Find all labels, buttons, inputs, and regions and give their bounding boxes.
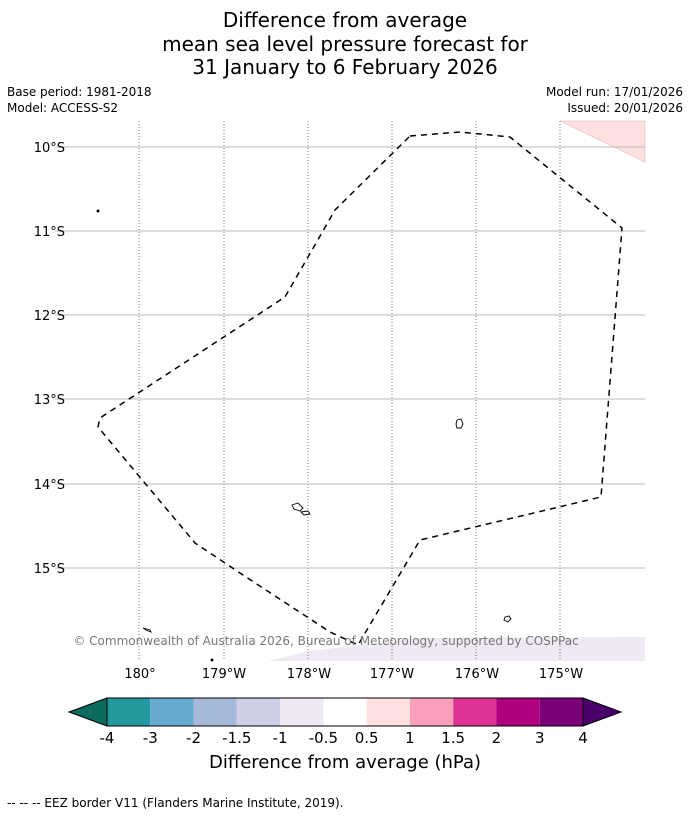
lon-label-180: 180°: [124, 667, 155, 682]
colorbar-label: Difference from average (hPa): [208, 752, 482, 773]
colorbar-extend-low: [67, 697, 108, 727]
colorbar-tick-label: 4: [578, 729, 588, 747]
colorbar-segment: [366, 698, 410, 726]
copyright-notice: © Commonwealth of Australia 2026, Bureau…: [73, 634, 578, 648]
colorbar-segment: [280, 698, 324, 726]
base-period: Base period: 1981-2018: [7, 85, 152, 99]
lon-label-178w: 178°W: [287, 667, 331, 682]
colorbar-segment: [323, 698, 367, 726]
colorbar-tick-label: -1: [273, 729, 288, 747]
lon-label-175w: 175°W: [539, 667, 583, 682]
colorbar-segment: [453, 698, 497, 726]
colorbar-tick-label: -0.5: [309, 729, 338, 747]
negative-anomaly-shading: [268, 637, 645, 661]
colorbar-segment: [409, 698, 454, 726]
eez-border: [97, 131, 623, 646]
eez-legend: -- -- -- EEZ border V11 (Flanders Marine…: [7, 796, 344, 810]
island-west-a: [291, 502, 304, 512]
colorbar-segment: [150, 698, 194, 726]
colorbar-outline: [106, 697, 584, 727]
colorbar: -4 -3 -2 -1.5 -1 -0.5 0.5 1 1.5 2 3 4: [67, 697, 623, 747]
model-name: Model: ACCESS-S2: [7, 101, 119, 115]
island-south: [503, 615, 512, 623]
lon-label-177w: 177°W: [370, 667, 414, 682]
lon-label-179w: 179°W: [202, 667, 246, 682]
colorbar-tick-label: -2: [186, 729, 201, 747]
lat-label-15s: 15°S: [34, 562, 65, 577]
lon-label-176w: 176°W: [455, 667, 499, 682]
lat-label-12s: 12°S: [34, 309, 65, 324]
island-west-b: [300, 510, 311, 516]
map-frame: [55, 121, 645, 661]
lat-label-13s: 13°S: [34, 393, 65, 408]
title-line-2: mean sea level pressure forecast for: [162, 32, 528, 56]
islands: [96, 209, 512, 662]
positive-anomaly-shading: [559, 120, 646, 163]
colorbar-segment: [539, 698, 583, 726]
colorbar-segment: [236, 698, 281, 726]
colorbar-tick-label: 1: [405, 729, 415, 747]
island-northwest: [96, 209, 100, 213]
colorbar-segment: [496, 698, 540, 726]
colorbar-tick-label: -4: [100, 729, 115, 747]
island-east: [455, 418, 464, 429]
title-line-1: Difference from average: [222, 8, 468, 32]
latitude-gridlines: [55, 146, 645, 569]
colorbar-tick-label: 0.5: [355, 729, 379, 747]
colorbar-tick-label: 1.5: [441, 729, 465, 747]
colorbar-tick-label: -3: [143, 729, 158, 747]
lat-label-11s: 11°S: [34, 225, 65, 240]
title-line-3: 31 January to 6 February 2026: [192, 55, 498, 79]
colorbar-tick-label: -1.5: [222, 729, 251, 747]
colorbar-tick-label: 3: [535, 729, 545, 747]
island-southwest: [142, 627, 152, 633]
colorbar-extend-high: [582, 697, 623, 727]
colorbar-segment: [107, 698, 151, 726]
colorbar-tick-label: 2: [492, 729, 502, 747]
model-run: Model run: 17/01/2026: [545, 85, 683, 99]
island-edge: [210, 658, 214, 662]
longitude-gridlines: [138, 121, 561, 661]
colorbar-segment: [193, 698, 237, 726]
lat-label-10s: 10°S: [34, 141, 65, 156]
issued-date: Issued: 20/01/2026: [567, 101, 683, 115]
lat-label-14s: 14°S: [34, 478, 65, 493]
